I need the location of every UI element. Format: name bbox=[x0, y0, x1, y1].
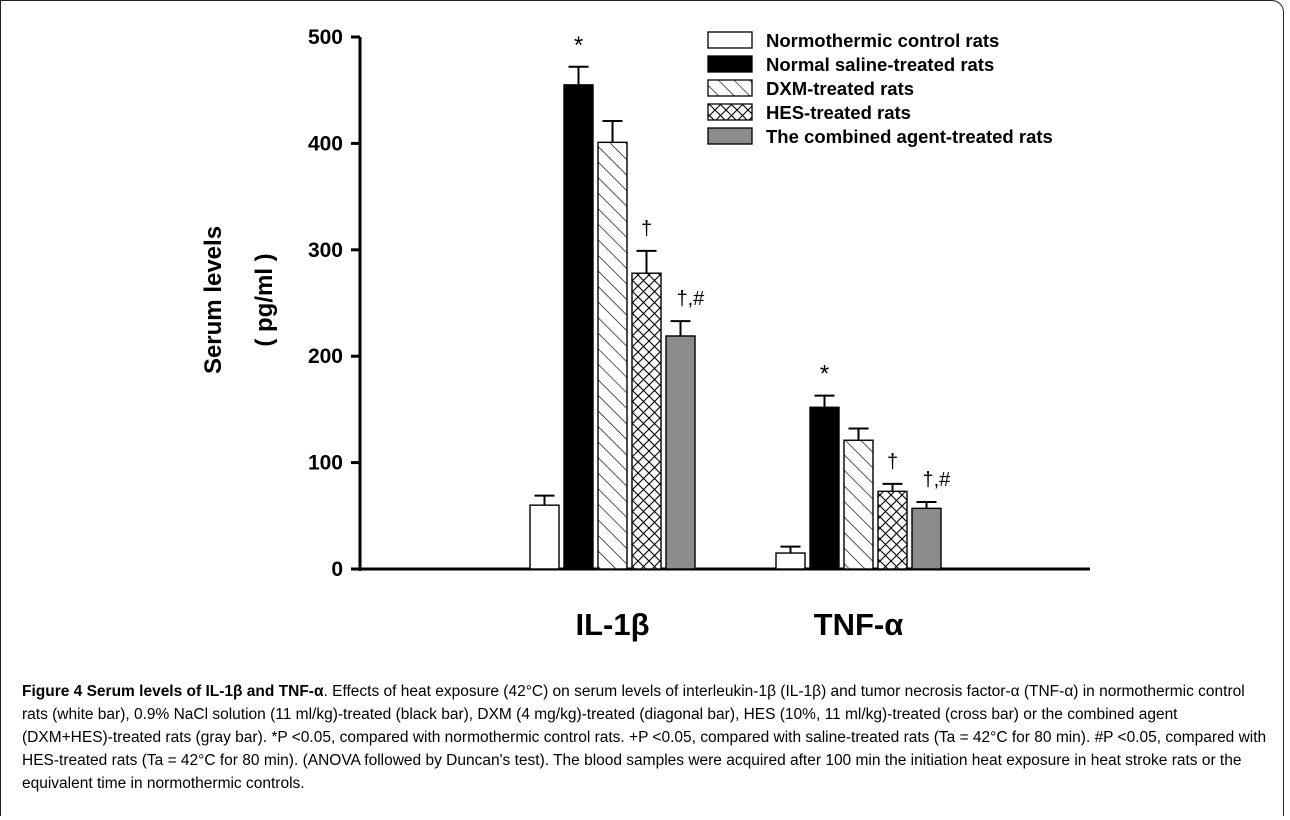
significance-marker: † bbox=[887, 451, 898, 473]
legend-swatch bbox=[707, 103, 753, 121]
significance-marker: * bbox=[574, 32, 583, 59]
significance-marker: †,# bbox=[677, 288, 706, 310]
bar bbox=[877, 490, 908, 570]
bar bbox=[597, 141, 628, 570]
legend-label: HES-treated rats bbox=[766, 102, 911, 123]
legend-label: Normal saline-treated rats bbox=[766, 54, 994, 75]
legend-label: The combined agent-treated rats bbox=[766, 126, 1053, 147]
bar bbox=[529, 504, 560, 570]
error-bar bbox=[848, 427, 869, 441]
legend: Normothermic control rats Normal saline-t… bbox=[707, 30, 1053, 147]
y-axis-label: Serum levels bbox=[200, 226, 227, 374]
y-tick-label: 500 bbox=[308, 26, 343, 49]
error-bar bbox=[882, 482, 903, 492]
x-category-label: TNF-α bbox=[814, 607, 904, 642]
error-bar bbox=[916, 500, 937, 509]
bar bbox=[563, 84, 594, 570]
bar bbox=[775, 552, 806, 570]
error-bar bbox=[670, 320, 691, 336]
legend-label: DXM-treated rats bbox=[766, 78, 914, 99]
bar bbox=[665, 335, 696, 570]
legend-swatch bbox=[707, 127, 753, 145]
x-category-label: IL-1β bbox=[575, 607, 649, 642]
axes: 0 100 200 300 400 500 Serum levels ( pg/ml ) bbox=[200, 26, 1090, 581]
significance-marker: * bbox=[820, 361, 829, 388]
legend-swatch bbox=[707, 79, 753, 97]
figure-caption: Figure 4 Serum levels of IL-1β and TNF-α… bbox=[22, 680, 1267, 795]
y-tick-label: 400 bbox=[308, 132, 343, 155]
error-bar bbox=[602, 120, 623, 143]
error-bar bbox=[780, 545, 801, 554]
bar bbox=[843, 439, 874, 570]
bar bbox=[911, 507, 942, 570]
caption-title: Figure 4 Serum levels of IL-1β and TNF-α bbox=[22, 683, 324, 700]
y-axis-label-unit: ( pg/ml ) bbox=[251, 253, 278, 346]
bar-chart: 0 100 200 300 400 500 Serum levels ( pg/ml ) IL… bbox=[200, 26, 1090, 642]
caption-body: . Effects of heat exposure (42°C) on ser… bbox=[22, 683, 1267, 792]
bar bbox=[631, 272, 662, 570]
y-tick-label: 100 bbox=[308, 452, 343, 475]
significance-marker: † bbox=[641, 218, 652, 240]
bar bbox=[809, 406, 840, 570]
error-bar bbox=[568, 65, 589, 85]
legend-swatch bbox=[707, 55, 753, 73]
y-tick-label: 300 bbox=[308, 239, 343, 262]
bars: IL-1β TNF-α * † †,# * † †,# bbox=[529, 32, 952, 642]
error-bar bbox=[636, 249, 657, 274]
legend-swatch bbox=[707, 31, 753, 49]
significance-marker: †,# bbox=[923, 469, 952, 491]
legend-label: Normothermic control rats bbox=[766, 30, 999, 51]
y-tick-label: 200 bbox=[308, 345, 343, 368]
y-tick-label: 0 bbox=[331, 558, 343, 581]
error-bar bbox=[814, 394, 835, 408]
error-bar bbox=[534, 494, 555, 506]
